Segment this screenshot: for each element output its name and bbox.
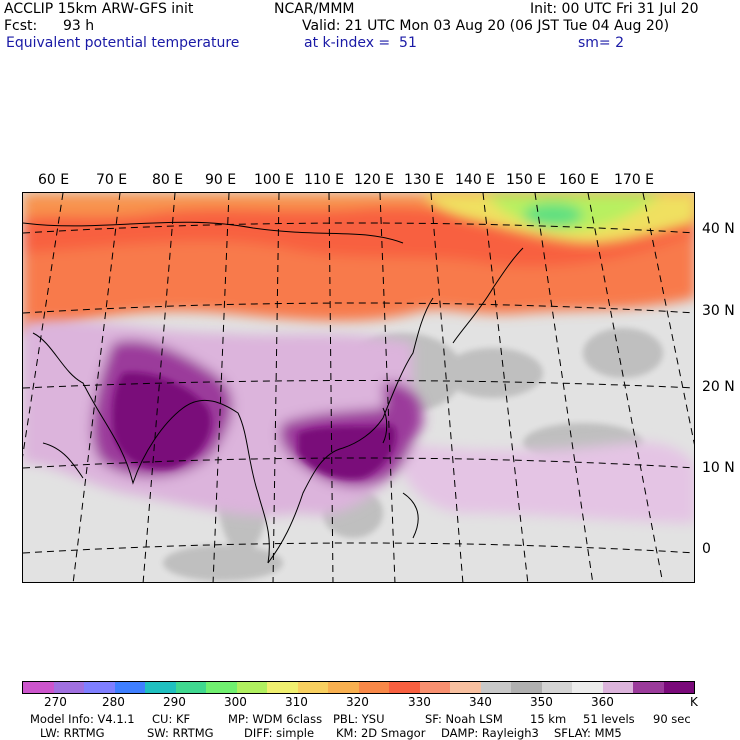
footer-levels: 51 levels <box>583 712 635 726</box>
coastlines <box>23 221 524 564</box>
footer-pbl: PBL: YSU <box>333 712 385 726</box>
colorbar-tick-320: 320 <box>346 695 369 709</box>
lat-label-40n: 40 N <box>702 221 735 237</box>
colorbar-swatch-19 <box>602 682 633 693</box>
lon-label-110e: 110 E <box>304 172 345 188</box>
footer-timestep: 90 sec <box>653 712 691 726</box>
footer-sflay: SFLAY: MM5 <box>554 726 622 740</box>
colorbar-swatch-17 <box>541 682 572 693</box>
lon-label-70e: 70 E <box>96 172 128 188</box>
lat-label-30n: 30 N <box>702 303 735 319</box>
colorbar-swatch-13 <box>419 682 450 693</box>
colorbar-tick-330: 330 <box>408 695 431 709</box>
colorbar-swatch-1 <box>53 682 84 693</box>
forecast-hours: 93 h <box>63 18 95 34</box>
lon-label-100e: 100 E <box>254 172 295 188</box>
colorbar-swatch-0 <box>23 682 54 693</box>
lat-label-20n: 20 N <box>702 379 735 395</box>
graticule <box>23 193 694 582</box>
lon-label-60e: 60 E <box>38 172 70 188</box>
colorbar-tick-360: 360 <box>591 695 614 709</box>
footer-sf: SF: Noah LSM <box>425 712 503 726</box>
colorbar-swatch-5 <box>175 682 206 693</box>
init-time: Init: 00 UTC Fri 31 Jul 20 <box>530 1 699 17</box>
lat-label-10n: 10 N <box>702 460 735 476</box>
colorbar-tick-310: 310 <box>285 695 308 709</box>
model-title: ACCLIP 15km ARW-GFS init <box>4 1 194 17</box>
forecast-label: Fcst: <box>4 18 38 34</box>
footer-cu: CU: KF <box>152 712 191 726</box>
lon-label-90e: 90 E <box>205 172 237 188</box>
colorbar-swatch-16 <box>511 682 542 693</box>
lon-label-150e: 150 E <box>506 172 547 188</box>
colorbar-swatch-7 <box>236 682 267 693</box>
colorbar-tick-270: 270 <box>44 695 67 709</box>
theta-e-map <box>22 192 695 583</box>
colorbar <box>22 681 695 694</box>
cool-jet-region <box>423 193 694 244</box>
colorbar-swatch-14 <box>450 682 481 693</box>
lon-label-170e: 170 E <box>614 172 655 188</box>
colorbar-tick-350: 350 <box>530 695 553 709</box>
high-theta-cores <box>112 372 397 479</box>
colorbar-swatch-9 <box>297 682 328 693</box>
lon-label-140e: 140 E <box>455 172 496 188</box>
colorbar-swatch-10 <box>328 682 359 693</box>
colorbar-swatch-11 <box>358 682 389 693</box>
lon-label-80e: 80 E <box>152 172 184 188</box>
colorbar-swatch-21 <box>663 682 694 693</box>
colorbar-swatch-3 <box>114 682 145 693</box>
footer-lw: LW: RRTMG <box>40 726 105 740</box>
colorbar-swatch-2 <box>84 682 115 693</box>
level-label: at k-index = 51 <box>304 35 417 51</box>
colorbar-swatch-6 <box>206 682 237 693</box>
colorbar-unit: K <box>690 695 698 709</box>
footer-model-info: Model Info: V4.1.1 <box>30 712 135 726</box>
colorbar-tick-290: 290 <box>163 695 186 709</box>
lon-label-160e: 160 E <box>559 172 600 188</box>
lon-label-130e: 130 E <box>404 172 445 188</box>
field-name: Equivalent potential temperature <box>6 35 240 51</box>
colorbar-swatch-15 <box>480 682 511 693</box>
colorbar-swatch-18 <box>572 682 603 693</box>
colorbar-tick-300: 300 <box>224 695 247 709</box>
footer-diff: DIFF: simple <box>244 726 315 740</box>
footer-km: KM: 2D Smagor <box>336 726 426 740</box>
map-canvas <box>23 193 694 582</box>
footer-resolution: 15 km <box>530 712 567 726</box>
valid-time: Valid: 21 UTC Mon 03 Aug 20 (06 JST Tue … <box>302 18 670 34</box>
smoothing-label: sm= 2 <box>578 35 625 51</box>
colorbar-swatch-12 <box>389 682 420 693</box>
colorbar-tick-280: 280 <box>102 695 125 709</box>
footer-damp: DAMP: Rayleigh3 <box>441 726 539 740</box>
colorbar-swatch-8 <box>267 682 298 693</box>
lon-label-120e: 120 E <box>354 172 395 188</box>
colorbar-swatch-20 <box>633 682 664 693</box>
org-label: NCAR/MMM <box>274 1 355 17</box>
colorbar-swatch-4 <box>145 682 176 693</box>
footer-mp: MP: WDM 6class <box>228 712 323 726</box>
colorbar-tick-340: 340 <box>469 695 492 709</box>
lat-label-0: 0 <box>702 541 711 557</box>
footer-sw: SW: RRTMG <box>147 726 214 740</box>
